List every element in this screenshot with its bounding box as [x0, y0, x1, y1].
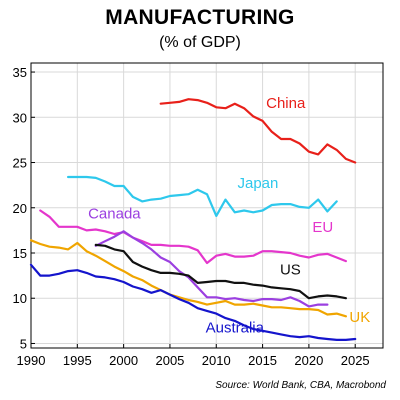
x-tick-label: 2000 — [109, 353, 138, 368]
series-label-eu: EU — [312, 219, 333, 236]
x-tick-label: 2025 — [341, 353, 370, 368]
x-tick-label: 2015 — [248, 353, 277, 368]
series-label-australia: Australia — [206, 320, 265, 337]
plot-frame — [30, 62, 384, 349]
series-line-japan — [67, 175, 338, 217]
series-label-china: China — [266, 95, 306, 112]
series-line-uk — [29, 239, 347, 318]
y-tick-label: 20 — [13, 201, 27, 216]
series-line-eu — [39, 209, 347, 265]
series-line-us — [94, 243, 347, 300]
series-label-us: US — [280, 262, 301, 279]
series-label-uk: UK — [349, 309, 370, 326]
x-tick-label: 1990 — [17, 353, 46, 368]
chart-title: MANUFACTURING — [105, 6, 295, 29]
series-label-canada: Canada — [88, 206, 141, 223]
y-tick-label: 25 — [13, 156, 27, 171]
x-tick-label: 2005 — [155, 353, 184, 368]
source-note: Source: World Bank, CBA, Macrobond — [215, 380, 386, 391]
y-tick-label: 5 — [20, 336, 27, 351]
series-line-china — [159, 98, 357, 164]
y-tick-label: 10 — [13, 291, 27, 306]
y-tick-label: 15 — [13, 246, 27, 261]
series-line-australia — [29, 263, 357, 341]
series-label-japan: Japan — [238, 175, 279, 192]
chart-subtitle: (% of GDP) — [159, 34, 241, 51]
x-tick-label: 2020 — [294, 353, 323, 368]
y-tick-label: 30 — [13, 110, 27, 125]
x-tick-label: 2010 — [202, 353, 231, 368]
x-tick-label: 1995 — [63, 353, 92, 368]
series-line-canada — [94, 230, 329, 308]
y-tick-label: 35 — [13, 65, 27, 80]
